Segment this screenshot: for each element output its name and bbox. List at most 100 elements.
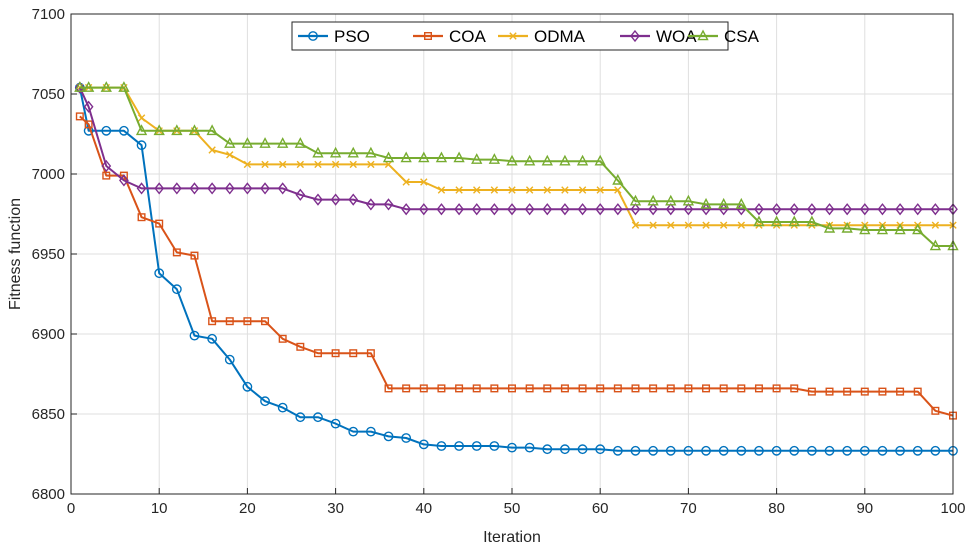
coa-point bbox=[772, 384, 781, 393]
odma-point bbox=[525, 186, 534, 194]
x-tick-label: 90 bbox=[856, 500, 873, 517]
coa-point bbox=[172, 248, 181, 257]
pso-point bbox=[542, 444, 553, 455]
x-axis-label: Iteration bbox=[483, 529, 541, 546]
coa-point bbox=[666, 384, 675, 393]
coa-point bbox=[702, 384, 711, 393]
woa-point bbox=[665, 203, 676, 216]
pso-point bbox=[895, 445, 905, 456]
x-tick-label: 50 bbox=[504, 500, 521, 517]
coa-point bbox=[649, 384, 658, 393]
csa-point bbox=[665, 194, 677, 206]
pso-point bbox=[489, 441, 500, 451]
pso-point bbox=[612, 445, 623, 456]
csa-point bbox=[594, 154, 606, 166]
woa-line bbox=[78, 87, 953, 211]
pso-point bbox=[119, 125, 129, 136]
x-tick-label: 20 bbox=[239, 500, 256, 517]
coa-point bbox=[243, 317, 252, 326]
coa-point bbox=[719, 384, 728, 393]
csa-point bbox=[806, 215, 818, 227]
pso-point bbox=[207, 333, 218, 344]
woa-point bbox=[859, 203, 870, 216]
grid-lines bbox=[71, 14, 953, 494]
woa-point bbox=[630, 203, 641, 216]
csa-point bbox=[488, 153, 501, 164]
legend-item-csa: CSA bbox=[688, 27, 760, 46]
csa-line bbox=[79, 86, 953, 247]
coa-point bbox=[596, 384, 605, 393]
legend-marker-woa bbox=[630, 29, 640, 43]
coa-point bbox=[278, 334, 287, 343]
csa-point bbox=[241, 137, 254, 148]
csa-point bbox=[135, 124, 148, 136]
series-odma bbox=[76, 83, 957, 229]
coa-point bbox=[878, 387, 887, 396]
pso-point bbox=[171, 284, 182, 295]
pso-point bbox=[295, 412, 306, 423]
woa-point bbox=[207, 182, 218, 195]
y-tick-label: 7050 bbox=[32, 86, 65, 103]
woa-point bbox=[542, 203, 553, 216]
coa-point bbox=[102, 171, 111, 180]
odma-point bbox=[719, 221, 728, 229]
y-tick-label: 6800 bbox=[32, 486, 65, 503]
coa-point bbox=[437, 384, 446, 393]
csa-point bbox=[418, 151, 430, 163]
legend-item-coa: COA bbox=[413, 27, 487, 46]
odma-point bbox=[296, 160, 305, 169]
csa-point bbox=[788, 215, 800, 227]
woa-point bbox=[454, 203, 464, 216]
pso-point bbox=[101, 125, 112, 136]
pso-point bbox=[560, 444, 570, 455]
coa-point bbox=[754, 384, 763, 393]
woa-point bbox=[806, 203, 817, 216]
pso-point bbox=[136, 140, 147, 151]
csa-point bbox=[506, 154, 518, 166]
woa-point bbox=[577, 203, 588, 216]
series-layer bbox=[74, 81, 959, 456]
pso-line bbox=[78, 87, 953, 452]
woa-point bbox=[436, 203, 447, 216]
odma-point bbox=[261, 160, 269, 169]
odma-point bbox=[578, 186, 587, 194]
csa-point bbox=[770, 215, 783, 227]
odma-point bbox=[420, 178, 428, 186]
csa-point bbox=[523, 154, 536, 166]
coa-point bbox=[384, 384, 393, 393]
pso-point bbox=[242, 381, 253, 392]
odma-point bbox=[737, 221, 746, 229]
csa-point bbox=[753, 215, 765, 227]
csa-point bbox=[823, 221, 836, 233]
coa-point bbox=[84, 120, 93, 129]
woa-point bbox=[560, 203, 570, 216]
csa-point bbox=[453, 151, 465, 163]
odma-point bbox=[331, 160, 340, 169]
coa-point bbox=[313, 349, 322, 358]
pso-point bbox=[630, 445, 641, 456]
coa-point bbox=[896, 387, 905, 396]
coa-point bbox=[913, 387, 922, 396]
coa-point bbox=[402, 384, 411, 393]
series-pso bbox=[74, 82, 958, 456]
legend-label-pso: PSO bbox=[334, 27, 370, 46]
pso-point bbox=[877, 445, 888, 456]
csa-point bbox=[647, 194, 659, 206]
legend-item-pso: PSO bbox=[298, 27, 370, 46]
coa-point bbox=[543, 384, 552, 393]
coa-point bbox=[508, 384, 517, 393]
pso-point bbox=[930, 445, 941, 456]
pso-point bbox=[330, 418, 341, 429]
odma-point bbox=[402, 178, 410, 186]
woa-point bbox=[313, 193, 323, 206]
y-tick-label: 6850 bbox=[32, 406, 65, 423]
woa-point bbox=[895, 203, 905, 216]
y-axis-label: Fitness function bbox=[7, 198, 24, 310]
csa-point bbox=[629, 194, 642, 206]
pso-point bbox=[313, 412, 323, 423]
woa-point bbox=[507, 203, 517, 216]
pso-point bbox=[577, 444, 588, 455]
csa-point bbox=[912, 223, 924, 235]
coa-line bbox=[79, 115, 954, 417]
y-tick-label: 7100 bbox=[32, 6, 65, 23]
